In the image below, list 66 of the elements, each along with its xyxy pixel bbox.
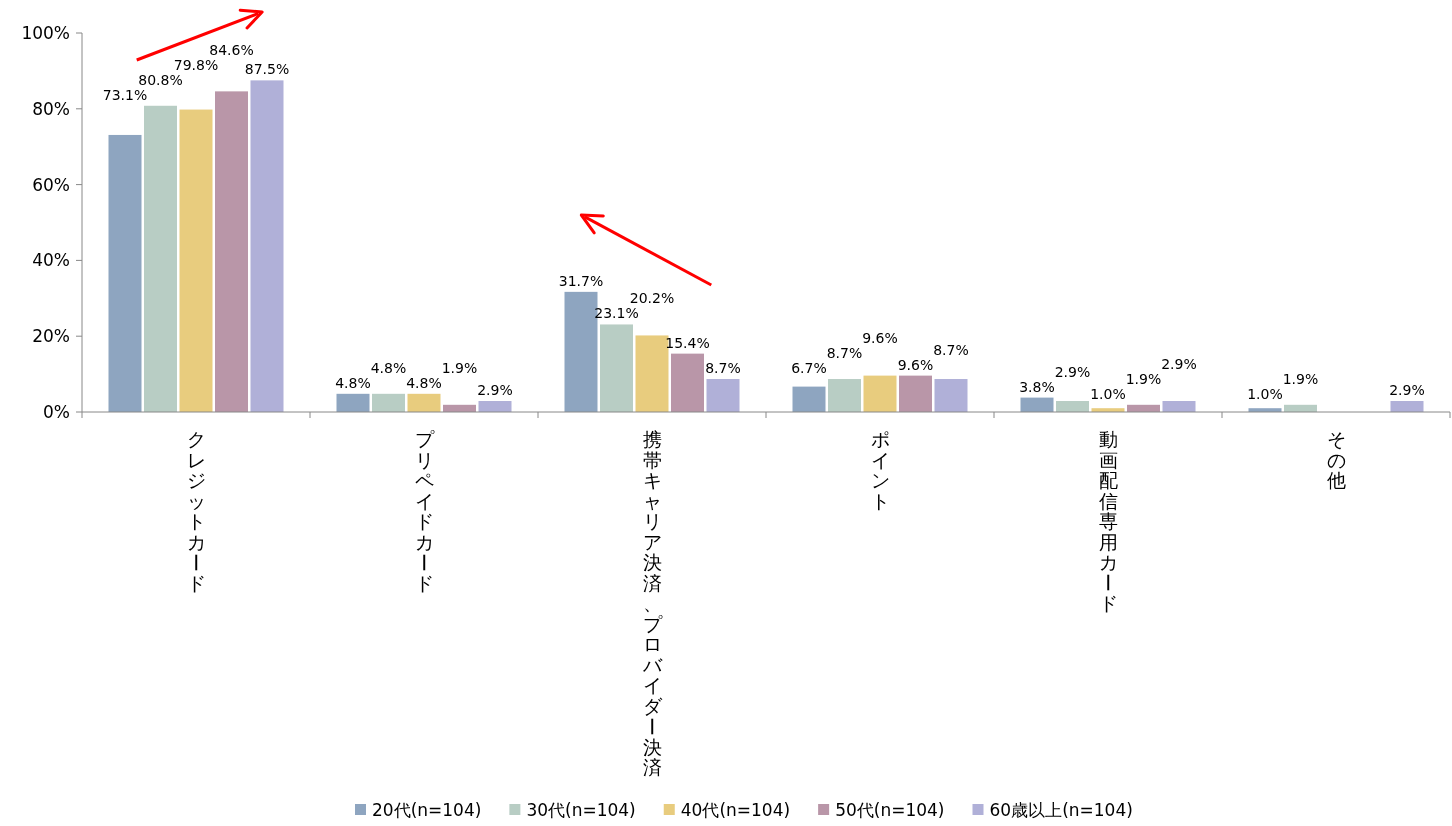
data-label: 84.6% [209, 41, 254, 58]
data-label: 20.2% [629, 290, 675, 307]
bar [1390, 401, 1424, 412]
data-label: 2.9% [477, 382, 513, 399]
bar [1020, 397, 1054, 412]
legend-label: 60歳以上(n=104) [989, 800, 1133, 820]
bar [407, 393, 441, 412]
y-tick-label: 20% [32, 326, 70, 347]
data-label: 80.8% [138, 71, 183, 88]
x-tick-label: プリペイドカード [413, 429, 435, 594]
data-label: 1.9% [1125, 370, 1162, 387]
data-label: 8.7% [705, 360, 741, 377]
bar [179, 109, 213, 412]
bar [215, 91, 248, 412]
data-label: 4.8% [406, 374, 442, 391]
bar [671, 353, 704, 412]
data-label: 2.9% [1054, 363, 1091, 380]
bar [108, 134, 142, 412]
data-label: 79.8% [173, 56, 219, 73]
data-label: 1.9% [1282, 370, 1319, 387]
data-label: 8.7% [826, 345, 863, 362]
bar [250, 80, 284, 412]
data-label: 2.9% [1389, 382, 1425, 399]
data-label: 1.0% [1090, 385, 1126, 402]
legend-label: 20代(n=104) [372, 800, 482, 820]
data-label: 6.7% [791, 360, 827, 377]
x-tick-label: ポイント [870, 429, 890, 512]
bar [336, 393, 370, 412]
bar [899, 375, 932, 412]
bar [792, 386, 826, 412]
bar [828, 379, 861, 412]
y-tick-label: 100% [21, 23, 70, 43]
data-label: 9.6% [862, 330, 898, 347]
data-label: 87.5% [244, 61, 290, 78]
y-tick-label: 80% [32, 98, 70, 119]
category-label: 動画配信専用カード [1097, 429, 1119, 615]
data-label: 1.9% [441, 359, 478, 376]
bar [478, 401, 512, 412]
bar [144, 105, 177, 412]
y-tick-label: 0% [43, 402, 70, 422]
bar [706, 379, 740, 412]
data-label: 23.1% [594, 305, 639, 322]
bar [600, 324, 633, 412]
data-label: 1.0% [1247, 385, 1283, 402]
y-tick-label: 40% [32, 250, 70, 271]
data-label: 2.9% [1161, 355, 1197, 372]
legend-label: 50代(n=104) [835, 800, 945, 820]
bar [863, 375, 897, 412]
x-tick-label: クレジットカード [185, 429, 207, 594]
category-label: 携帯キャリア決済、プロバイダー決済 [641, 429, 663, 779]
data-label: 4.8% [335, 374, 371, 391]
data-label: 31.7% [558, 272, 604, 289]
data-label: 8.7% [933, 341, 969, 358]
data-label: 9.6% [897, 356, 934, 373]
legend-label: 40代(n=104) [680, 800, 791, 820]
data-label: 4.8% [370, 359, 407, 376]
bar [1162, 401, 1196, 412]
y-tick-label: 60% [32, 174, 70, 195]
data-label: 73.1% [102, 86, 148, 103]
bar [934, 379, 968, 412]
data-label: 3.8% [1019, 378, 1055, 395]
x-tick-label: その他 [1326, 429, 1346, 492]
bar [372, 393, 405, 412]
legend-label: 30代(n=104) [526, 800, 636, 820]
bar [1056, 401, 1089, 412]
data-label: 15.4% [665, 334, 710, 351]
